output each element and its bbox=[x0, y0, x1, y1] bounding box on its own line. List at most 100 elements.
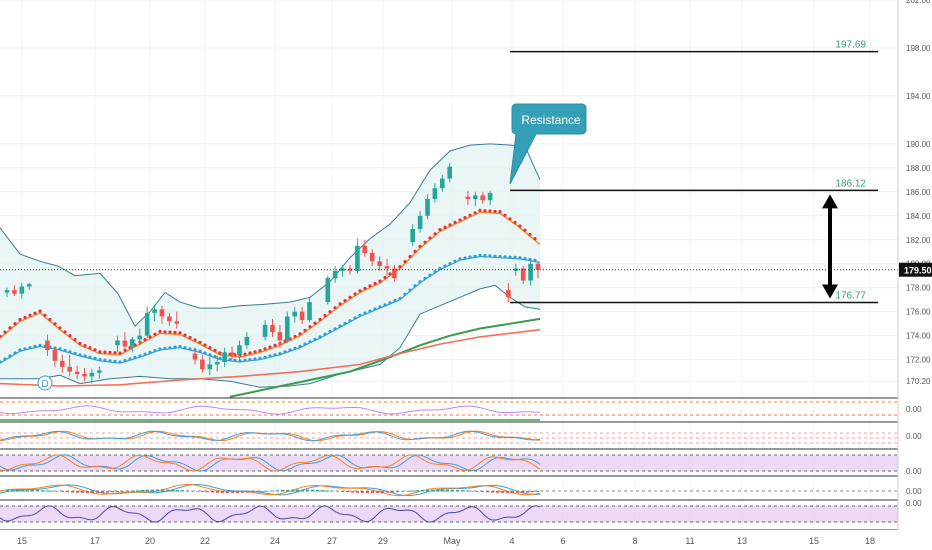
candle-body bbox=[277, 332, 283, 341]
ma-dot-blue bbox=[103, 358, 107, 362]
ma-dot-blue bbox=[78, 353, 82, 357]
ma-dot-blue bbox=[423, 276, 427, 280]
ma-dot-blue bbox=[463, 256, 467, 260]
ma-dot-red bbox=[503, 213, 507, 217]
ma-dot-blue bbox=[258, 356, 262, 360]
ma-dot-red bbox=[213, 348, 217, 352]
ma-dot-red bbox=[243, 352, 247, 356]
ma-dot-red bbox=[388, 272, 392, 276]
price-axis: 202.00 198.00 194.00 190.00 188.00 186.00 184.… bbox=[897, 0, 932, 550]
ma-dot-blue bbox=[108, 359, 112, 363]
candle-body bbox=[285, 316, 290, 341]
macd-histogram-bar bbox=[21, 489, 24, 492]
time-tick-label: 17 bbox=[90, 536, 100, 546]
candle-body bbox=[432, 188, 438, 199]
macd-histogram-bar bbox=[516, 491, 519, 493]
ma-dot-red bbox=[23, 315, 27, 319]
macd-histogram-bar bbox=[216, 491, 219, 493]
candle-body bbox=[325, 278, 331, 303]
macd-histogram-bar bbox=[56, 491, 59, 492]
ma-dot-blue bbox=[483, 254, 487, 258]
macd-histogram-bar bbox=[476, 491, 479, 492]
ma-dot-red bbox=[78, 341, 82, 346]
ma-dot-red bbox=[108, 350, 112, 354]
macd-histogram-bar bbox=[446, 489, 449, 492]
ma-dot-blue bbox=[178, 344, 182, 349]
ema-orange bbox=[0, 211, 541, 358]
ma-dot-blue bbox=[8, 354, 12, 358]
ma-dot-red bbox=[383, 275, 387, 280]
ma-dot-red bbox=[13, 322, 17, 326]
ma-dot-blue bbox=[358, 313, 362, 317]
macd-histogram-bar bbox=[291, 489, 294, 492]
ma-dot-blue bbox=[93, 356, 97, 360]
ma-dot-blue bbox=[283, 350, 287, 354]
price-tick-label: 178.00 bbox=[906, 284, 931, 293]
ma-dot-blue bbox=[403, 292, 407, 296]
ma-dot-red bbox=[48, 317, 52, 322]
ma-dot-blue bbox=[473, 254, 477, 258]
ma-dot-blue bbox=[243, 358, 247, 362]
ma-dot-blue bbox=[468, 255, 472, 259]
candle-body bbox=[362, 245, 368, 253]
price-tick-label: 184.00 bbox=[906, 212, 931, 221]
macd-histogram-bar bbox=[276, 490, 279, 492]
time-tick-label: 13 bbox=[737, 536, 747, 546]
macd-histogram-bar bbox=[206, 491, 209, 493]
time-tick-label: 15 bbox=[809, 536, 819, 546]
macd-histogram-bar bbox=[301, 489, 304, 492]
candle-body bbox=[159, 309, 165, 317]
ma-dot-red bbox=[473, 211, 477, 215]
ma-dot-red bbox=[3, 330, 7, 334]
bollinger-bands bbox=[0, 143, 541, 388]
ma-dot-blue bbox=[153, 349, 157, 353]
ma-dot-blue bbox=[23, 347, 27, 351]
candle-body bbox=[440, 178, 445, 189]
macd-histogram-bar bbox=[151, 489, 154, 492]
macd-histogram-bar bbox=[441, 489, 444, 492]
ma-dot-red bbox=[163, 330, 167, 334]
macd-histogram-bar bbox=[461, 490, 464, 492]
ma-dot-red bbox=[118, 351, 122, 355]
macd-histogram-bar bbox=[106, 491, 109, 493]
ma-dot-red bbox=[333, 306, 337, 310]
level-label-target: 197.69 bbox=[835, 40, 866, 51]
macd-histogram-bar bbox=[86, 491, 89, 493]
ma-dot-blue bbox=[263, 355, 267, 359]
ma-dot-blue bbox=[58, 347, 62, 351]
ma-dot-blue bbox=[218, 356, 222, 360]
candle-body bbox=[377, 261, 382, 267]
macd-histogram-bar bbox=[156, 489, 159, 492]
candle-body bbox=[26, 284, 32, 287]
macd-histogram-bar bbox=[316, 489, 319, 492]
ma-dot-blue bbox=[478, 253, 482, 257]
ma-dot-red bbox=[153, 332, 157, 336]
ma-dot-red bbox=[353, 292, 357, 296]
time-axis: 15 17 20 22 24 27 29 May 4 6 8 11 13 15 18 bbox=[0, 530, 932, 550]
ma-dot-red bbox=[463, 216, 467, 220]
macd-histogram-bar bbox=[271, 490, 274, 492]
candle-body bbox=[513, 268, 519, 271]
candle-body bbox=[410, 229, 415, 243]
ma-dot-blue bbox=[138, 354, 142, 358]
candle-body bbox=[200, 359, 205, 370]
ma-dot-blue bbox=[323, 332, 327, 336]
macd-histogram-bar bbox=[451, 489, 454, 492]
ma-dot-blue bbox=[363, 311, 367, 315]
ma-dot-red bbox=[328, 310, 332, 314]
ma-dot-red bbox=[0, 334, 2, 338]
price-tick-label: 194.00 bbox=[906, 92, 931, 101]
time-axis-bg bbox=[0, 530, 932, 550]
ma-dot-blue bbox=[493, 254, 497, 258]
macd-histogram-bar bbox=[486, 491, 489, 493]
candle-body bbox=[115, 340, 120, 346]
ma-dot-red bbox=[338, 302, 342, 306]
macd-histogram-bar bbox=[411, 490, 414, 492]
macd-histogram-bar bbox=[356, 491, 359, 493]
ma-dot-blue bbox=[373, 307, 377, 311]
ma-dot-blue bbox=[418, 280, 422, 284]
candle-body bbox=[425, 199, 430, 216]
ma-dot-blue bbox=[298, 344, 302, 349]
ma-dot-red bbox=[343, 299, 347, 303]
